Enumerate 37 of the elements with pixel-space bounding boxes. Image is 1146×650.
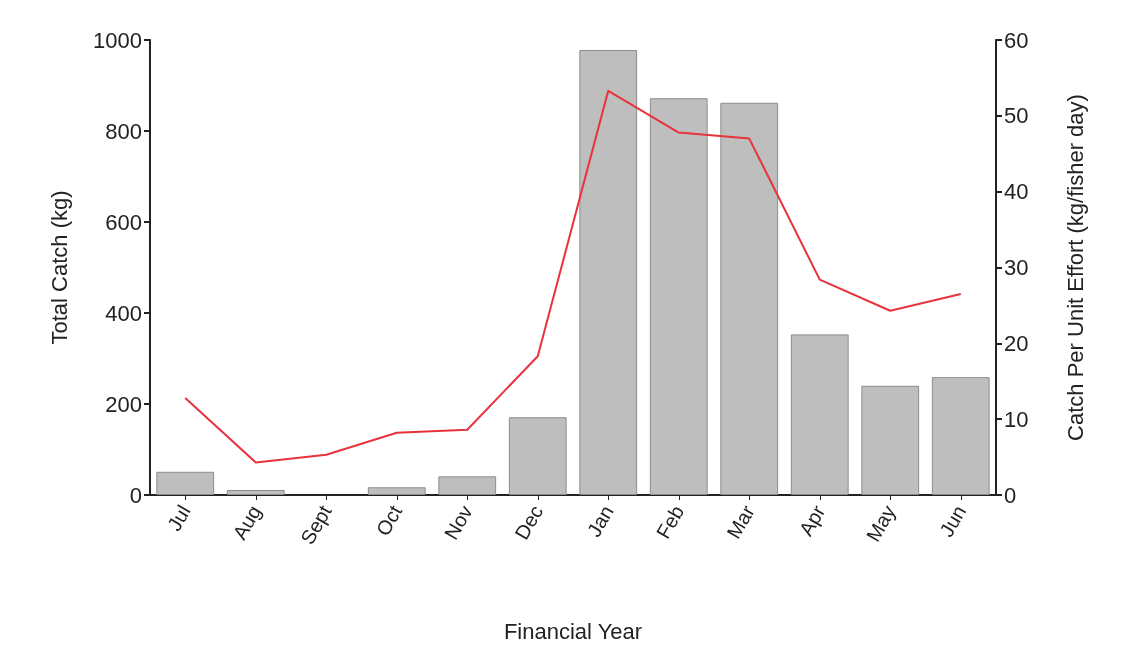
bar (156, 471, 215, 495)
y2-tick-label: 30 (1004, 255, 1029, 280)
x-tick-label: Jan (582, 501, 618, 541)
x-tick-label: Apr (794, 501, 830, 540)
y2-tick-label: 50 (1004, 103, 1029, 129)
y-tick-label: 800 (105, 118, 142, 144)
y2-tick-label: 0 (1004, 482, 1017, 508)
bar (649, 98, 708, 495)
y-tick-label: 600 (105, 209, 142, 235)
x-tick-label: Mar (722, 501, 759, 543)
bar (226, 490, 285, 495)
x-tick-label: Jun (935, 501, 971, 541)
y-tick-label: 200 (105, 391, 142, 417)
y-tick-label: 0 (129, 482, 142, 508)
bar (367, 487, 426, 495)
x-axis-title: Financial Year (503, 618, 643, 644)
bar (508, 417, 567, 495)
y2-tick-label: 40 (1004, 179, 1029, 205)
x-tick-label: Nov (439, 501, 477, 544)
x-tick-label: Jul (162, 501, 195, 535)
bar (579, 50, 638, 495)
y-tick-label: 400 (105, 300, 142, 326)
y2-tick-label: 60 (1004, 27, 1029, 53)
y2-tick-label: 20 (1004, 330, 1029, 356)
y-tick-label: 1000 (93, 27, 142, 53)
x-tick-label: Oct (371, 501, 407, 540)
bar (790, 334, 849, 495)
bar (861, 385, 920, 495)
bar (720, 102, 779, 495)
y2-tick-label: 10 (1004, 406, 1029, 432)
x-tick-label: Feb (652, 501, 689, 543)
line-series (184, 89, 962, 464)
bar (931, 377, 990, 495)
bar (438, 476, 497, 495)
x-tick-label: Dec (510, 501, 548, 544)
y2-axis-title: Catch Per Unit Effort (kg/fisher day) (1062, 94, 1088, 441)
y-axis-title: Total Catch (kg) (46, 190, 72, 345)
